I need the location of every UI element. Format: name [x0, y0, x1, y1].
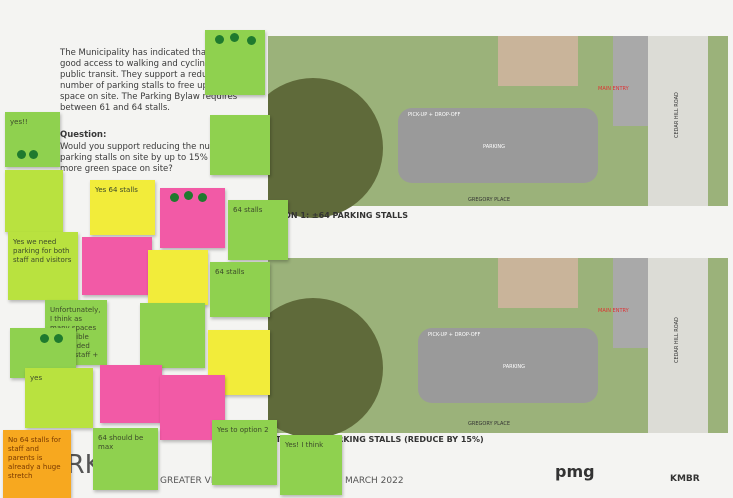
sticky-note: Yes 64 stalls [90, 180, 155, 235]
question-label: Question: [60, 130, 106, 141]
plan-label: PICK-UP + DROP-OFF [408, 112, 461, 118]
plan-2: PICK-UP + DROP-OFF PARKING GREGORY PLACE… [268, 258, 728, 444]
logo: KMBR [670, 474, 700, 485]
sticky-note [160, 188, 225, 248]
plan-label: CEDAR HILL ROAD [674, 92, 680, 138]
note-text: Yes 64 stalls [95, 186, 138, 194]
note-text: yes [30, 374, 42, 382]
logo: pmg [555, 466, 595, 477]
plan-label: GREGORY PLACE [468, 197, 510, 203]
note-text: Yes we need parking for both staff and v… [13, 238, 71, 264]
plan-label: MAIN ENTRY [598, 86, 630, 92]
note-text: 64 stalls [215, 268, 244, 276]
board-photo: The Municipality has indicated that the … [0, 0, 733, 498]
plan-caption: OPTION 1: ±64 PARKING STALLS [268, 211, 408, 220]
sticky-note: yes!! [5, 112, 60, 167]
note-text: Yes to option 2 [217, 426, 269, 434]
plan-label: PICK-UP + DROP-OFF [428, 332, 481, 338]
sticky-note [205, 30, 265, 95]
plan-label: GREGORY PLACE [468, 421, 510, 427]
note-text: Yes! I think [285, 441, 323, 449]
sticky-note [5, 170, 63, 232]
sticky-note: Yes we need parking for both staff and v… [8, 232, 78, 300]
sticky-note [100, 365, 162, 423]
sticky-note: 64 stalls [210, 262, 270, 317]
sticky-note: Yes to option 2 [212, 420, 277, 485]
note-text: 64 should be max [98, 434, 143, 451]
sticky-note: 64 should be max [93, 428, 158, 490]
footer-date: MARCH 2022 [345, 476, 404, 487]
sticky-note: yes [25, 368, 93, 428]
sticky-note [148, 250, 208, 305]
site-plans: PICK-UP + DROP-OFF PARKING GREGORY PLACE… [268, 28, 733, 468]
note-text: 64 stalls [233, 206, 262, 214]
sticky-note: 64 stalls [228, 200, 288, 260]
plan-label: PARKING [483, 144, 505, 150]
plan-label: MAIN ENTRY [598, 308, 630, 314]
plan-label: PARKING [503, 364, 525, 370]
note-text: No 64 stalls for staff and parents is al… [8, 436, 61, 480]
plan-1: PICK-UP + DROP-OFF PARKING GREGORY PLACE… [268, 36, 728, 220]
sticky-note [140, 303, 205, 368]
sticky-note: Yes! I think [280, 435, 342, 495]
plan-label: CEDAR HILL ROAD [674, 317, 680, 363]
sticky-note [82, 237, 152, 295]
sticky-note: No 64 stalls for staff and parents is al… [3, 430, 71, 498]
sticky-note [210, 115, 270, 175]
note-text: yes!! [10, 118, 28, 126]
